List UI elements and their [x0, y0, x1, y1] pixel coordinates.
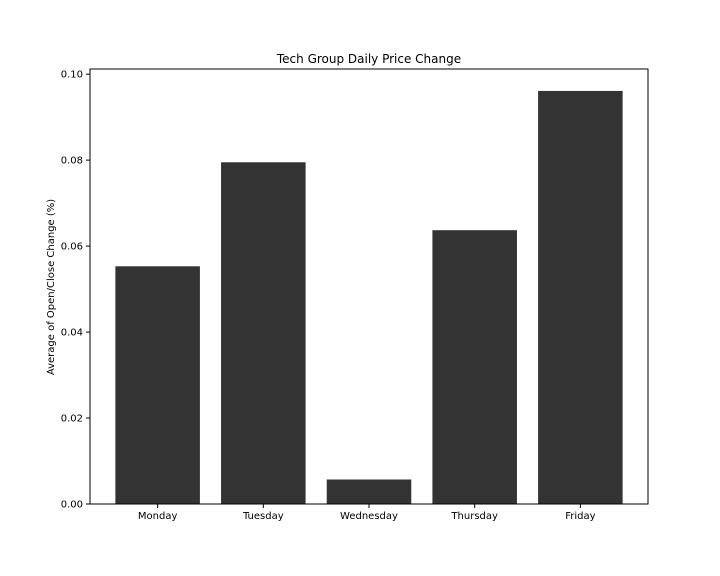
x-tick-label: Wednesday [340, 511, 398, 522]
y-tick-label: 0.00 [61, 500, 83, 511]
x-ticks-group: Monday Tuesday Wednesday Thursday Friday [138, 504, 596, 522]
y-tick-label: 0.06 [61, 242, 83, 253]
x-tick-label: Friday [565, 511, 595, 522]
y-tick-label: 0.02 [61, 414, 83, 425]
x-tick-label: Monday [138, 511, 178, 522]
y-tick-label: 0.08 [61, 156, 83, 167]
y-ticks-group: 0.00 0.02 0.04 0.06 0.08 0.10 [61, 70, 90, 511]
x-tick-label: Tuesday [242, 511, 284, 522]
bar-wednesday [326, 479, 412, 504]
bar-friday [538, 90, 623, 504]
bar-thursday [432, 230, 517, 504]
bar-tuesday [221, 162, 306, 504]
x-tick-label: Thursday [450, 511, 498, 522]
y-tick-label: 0.10 [61, 70, 83, 81]
y-axis-label: Average of Open/Close Change (%) [46, 199, 57, 375]
y-tick-label: 0.04 [61, 328, 83, 339]
plot-frame [89, 68, 649, 505]
bars-group [115, 90, 623, 504]
chart-title: Tech Group Daily Price Change [276, 52, 461, 66]
bar-monday [115, 266, 200, 504]
